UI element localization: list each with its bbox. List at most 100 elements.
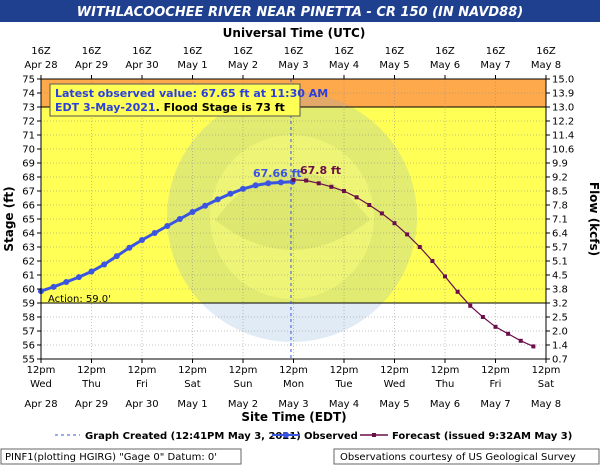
y-tick-label: 59 <box>22 299 35 310</box>
forecast-point <box>480 315 485 319</box>
forecast-point <box>430 259 435 263</box>
observed-point <box>101 261 108 268</box>
y-tick-label: 63 <box>22 243 35 254</box>
top-tick-time: 16Z <box>385 46 405 57</box>
top-tick-date: May 4 <box>329 60 359 71</box>
y-tick-label: 70 <box>22 145 35 156</box>
forecast-point <box>379 211 384 216</box>
top-tick-time: 16Z <box>82 46 102 57</box>
forecast-point <box>518 338 523 343</box>
site-info: PINF1(plotting HGIRG) "Gage 0" Datum: 0' <box>5 452 217 463</box>
bottom-tick-date: Apr 30 <box>125 399 158 410</box>
bottom-tick-weekday: Tue <box>334 379 352 390</box>
forecast-point <box>405 232 410 237</box>
y-tick-label: 72 <box>22 117 35 128</box>
observed-point <box>227 190 234 197</box>
observed-point <box>252 182 259 189</box>
y-tick-label: 57 <box>22 327 35 338</box>
bottom-tick-time: 12pm <box>330 365 359 376</box>
forecast-point <box>493 324 498 329</box>
top-tick-date: Apr 30 <box>125 60 158 71</box>
observed-point <box>202 202 209 209</box>
bottom-tick-weekday: Fri <box>136 379 148 390</box>
top-tick-date: May 8 <box>531 60 561 71</box>
axis-ticks: 55 0.7 56 1.4 57 2.0 58 2.5 59 3.2 60 3.8 61 4.5 62 5.1… <box>22 46 574 410</box>
bottom-tick-time: 12pm <box>532 365 561 376</box>
forecast-point <box>354 195 359 200</box>
data-series <box>38 177 536 349</box>
action-stage-label: Action: 59.0' <box>48 294 111 305</box>
forecast-point <box>291 177 296 182</box>
observed-point <box>139 237 145 243</box>
forecast-point <box>367 203 372 207</box>
observed-point <box>50 283 57 290</box>
legend-forecast-marker <box>372 433 376 437</box>
y2-tick-label: 6.4 <box>552 229 568 240</box>
y-tick-label: 71 <box>22 131 35 142</box>
noaa-watermark <box>167 92 417 342</box>
observed-point <box>214 196 221 203</box>
y-tick-label: 66 <box>22 201 35 212</box>
bottom-tick-date: May 4 <box>329 399 359 410</box>
y2-tick-label: 13.0 <box>552 103 574 114</box>
top-tick-time: 16Z <box>31 46 51 57</box>
bottom-tick-time: 12pm <box>380 365 409 376</box>
forecast-value-label: 67.8 ft <box>300 164 341 177</box>
observed-point <box>240 185 246 192</box>
bottom-tick-weekday: Sun <box>233 379 252 390</box>
observed-point <box>126 244 133 251</box>
latest-value-text: Latest observed value: 67.65 ft at 11:30… <box>55 87 328 100</box>
bottom-tick-weekday: Sat <box>538 379 554 390</box>
top-tick-date: Apr 28 <box>24 60 57 71</box>
top-tick-date: May 6 <box>430 60 460 71</box>
credit-box <box>333 448 600 465</box>
y2-tick-label: 0.7 <box>552 355 568 366</box>
y2-tick-label: 1.4 <box>552 341 568 352</box>
credit: Observations courtesy of US Geological S… <box>340 452 576 463</box>
legend-forecast-label: Forecast (issued 9:32AM May 3) <box>392 431 572 442</box>
top-tick-date: May 2 <box>228 60 258 71</box>
y-tick-label: 69 <box>22 159 35 170</box>
bottom-tick-weekday: Wed <box>30 379 52 390</box>
y2-tick-label: 15.0 <box>552 75 574 86</box>
top-tick-time: 16Z <box>284 46 304 57</box>
y2-axis-title: Flow (kcfs) <box>587 182 600 256</box>
y-tick-label: 68 <box>22 173 35 184</box>
forecast-point <box>329 184 334 189</box>
observed-point <box>265 180 272 187</box>
y2-tick-label: 7.1 <box>552 215 568 226</box>
top-tick-date: May 1 <box>177 60 207 71</box>
y2-tick-label: 4.5 <box>552 271 568 282</box>
bottom-tick-time: 12pm <box>128 365 157 376</box>
bottom-tick-weekday: Thu <box>81 379 101 390</box>
top-tick-time: 16Z <box>486 46 506 57</box>
y2-tick-label: 2.0 <box>552 327 568 338</box>
bottom-tick-time: 12pm <box>77 365 106 376</box>
bottom-tick-time: 12pm <box>279 365 308 376</box>
legend-observed-marker <box>283 432 289 438</box>
y-tick-label: 74 <box>22 89 35 100</box>
forecast-point <box>316 181 321 186</box>
forecast-point <box>417 245 422 249</box>
top-tick-date: May 3 <box>278 60 308 71</box>
bottom-tick-weekday: Thu <box>435 379 455 390</box>
bottom-tick-date: May 2 <box>228 399 258 410</box>
top-tick-time: 16Z <box>183 46 203 57</box>
flood-stage-note: . Flood Stage is 73 ft <box>156 101 285 114</box>
y-tick-label: 73 <box>22 103 35 114</box>
observed-point <box>63 279 70 285</box>
observed-point <box>151 230 158 236</box>
bottom-tick-date: Apr 28 <box>24 399 57 410</box>
y2-tick-label: 3.2 <box>552 299 568 310</box>
observed-point <box>176 216 183 222</box>
forecast-point <box>443 274 447 279</box>
y2-tick-label: 9.2 <box>552 173 568 184</box>
y-tick-label: 65 <box>22 215 35 226</box>
bottom-tick-time: 12pm <box>27 365 56 376</box>
bottom-tick-time: 12pm <box>178 365 207 376</box>
forecast-point <box>455 289 460 294</box>
top-tick-time: 16Z <box>233 46 253 57</box>
forecast-line <box>293 179 534 347</box>
forecast-point <box>531 344 536 349</box>
